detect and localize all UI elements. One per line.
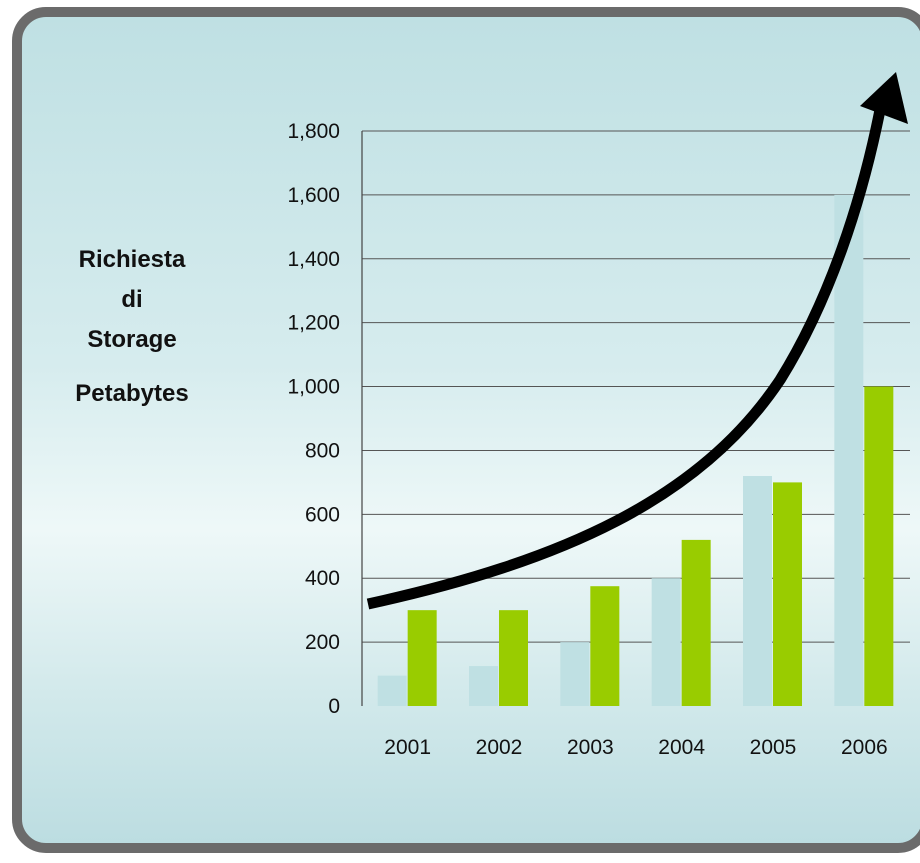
bar-series-2	[590, 586, 620, 706]
y-axis-label-line-2: di	[121, 286, 143, 313]
y-axis-label-line-3: Storage	[87, 326, 177, 353]
y-tick-label: 1,000	[287, 376, 340, 399]
x-tick-labels: 2001 2002 2003 2004 2005 2006	[384, 736, 887, 759]
bar-series-2	[773, 482, 802, 706]
y-tick-label: 0	[328, 695, 340, 718]
y-tick-label: 1,800	[287, 120, 340, 143]
y-tick-labels: 0 200 400 600 800 1,000 1,200 1,400 1,600 1,800	[287, 120, 340, 718]
x-tick-label: 2002	[476, 736, 523, 759]
y-tick-label: 1,400	[287, 248, 340, 271]
bar-series-1	[743, 476, 772, 706]
y-axis-label: Richiesta di Storage Petabytes	[52, 240, 212, 414]
bar-series-1	[834, 194, 864, 706]
y-tick-label: 1,200	[287, 312, 340, 335]
y-tick-label: 400	[305, 567, 340, 590]
bar-series-1	[651, 578, 681, 706]
bar-series-2	[681, 539, 711, 706]
trend-arrow	[366, 72, 908, 610]
bar-series-1	[560, 642, 590, 706]
y-tick-label: 600	[305, 503, 340, 526]
x-tick-label: 2003	[567, 736, 614, 759]
x-tick-label: 2001	[384, 736, 431, 759]
y-axis-label-line-1: Richiesta	[78, 246, 186, 273]
grid-lines	[362, 130, 910, 643]
y-tick-label: 800	[305, 439, 340, 462]
bars	[377, 194, 894, 706]
bar-series-1	[377, 675, 407, 706]
y-tick-label: 200	[305, 631, 340, 654]
bar-series-2	[407, 610, 437, 706]
x-tick-label: 2004	[658, 736, 705, 759]
bar-series-2	[499, 610, 528, 706]
trend-arrow-line	[366, 108, 886, 610]
y-axis-unit: Petabytes	[75, 380, 189, 407]
trend-arrow-head	[860, 72, 908, 124]
bar-series-2	[864, 386, 894, 706]
chart-panel	[12, 7, 920, 853]
bar-series-1	[469, 666, 498, 706]
x-tick-label: 2005	[750, 736, 797, 759]
y-tick-label: 1,600	[287, 184, 340, 207]
x-tick-label: 2006	[841, 736, 888, 759]
